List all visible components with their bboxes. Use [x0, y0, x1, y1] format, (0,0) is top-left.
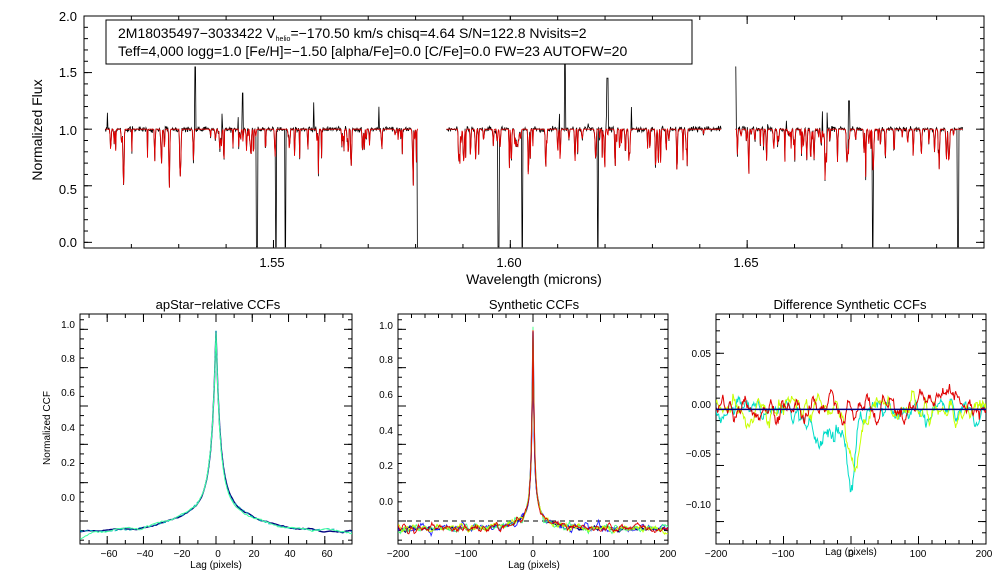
- apstar-ccf-title: apStar−relative CCFs: [156, 297, 281, 312]
- spectrum-ytick-label: 1.5: [59, 65, 77, 80]
- apstar-ytick-label: 1.0: [61, 320, 75, 331]
- ccf-line-diff-3: [716, 384, 986, 426]
- apstar-ccf-lines: [80, 330, 352, 540]
- spectrum-frame: [83, 15, 985, 249]
- difference-xtick-label: 0: [848, 549, 854, 560]
- synthetic-xtick-label: −200: [387, 549, 410, 560]
- synthetic-ytick-label: 0.8: [379, 355, 393, 366]
- info-line-1: 2M18035497−3033422 Vhelio=−170.50 km/s c…: [118, 25, 587, 43]
- apstar-ytick-label: 0.2: [61, 458, 75, 469]
- apstar-xtick-label: 20: [248, 549, 260, 560]
- spectrum-xtick-label: 1.55: [259, 255, 284, 270]
- ccf-line-diff-1: [716, 395, 986, 493]
- difference-ccf-title: Difference Synthetic CCFs: [774, 297, 927, 312]
- synthetic-ccf-panel: Synthetic CCFs −200 −100 0 100 200 0.0 0…: [379, 297, 677, 571]
- apstar-xtick-label: −60: [101, 549, 118, 560]
- synthetic-spectrum-chip-2: [446, 127, 722, 175]
- synthetic-ccf-lines: [398, 326, 668, 538]
- synthetic-xtick-label: −100: [455, 549, 478, 560]
- synthetic-ytick-label: 0.6: [379, 390, 393, 401]
- spectrum-ytick-label: 2.0: [59, 9, 77, 24]
- difference-ytick-label: −0.10: [686, 500, 712, 511]
- synthetic-xlabel: Lag (pixels): [508, 560, 560, 571]
- spectrum-xlabel: Wavelength (microns): [466, 271, 602, 287]
- apstar-ytick-label: 0.8: [61, 354, 75, 365]
- observed-spectrum-chip-3: [735, 66, 964, 248]
- ccf-line-diff-2: [716, 390, 986, 473]
- ccf-series-group: [398, 326, 668, 538]
- difference-xlabel: Lag (pixels): [825, 547, 877, 558]
- spectrum-xtick-label: 1.65: [733, 255, 758, 270]
- ccf-line-combined: [80, 331, 352, 534]
- ccf-series-group: [716, 384, 986, 493]
- apstar-ccf-ticks: [80, 314, 352, 544]
- synthetic-xtick-label: 100: [593, 549, 610, 560]
- apstar-xtick-label: 60: [321, 549, 333, 560]
- synthetic-ytick-label: 0.0: [379, 497, 393, 508]
- info-line-2: Teff=4,000 logg=1.0 [Fe/H]=−1.50 [alpha/…: [118, 43, 627, 59]
- synthetic-ccf-title: Synthetic CCFs: [489, 297, 580, 312]
- spectrum-ytick-label: 0.0: [59, 235, 77, 250]
- apstar-ylabel: Normalized CCF: [42, 391, 53, 465]
- spectrum-ylabel: Normalized Flux: [29, 79, 45, 180]
- ccf-line-visit-2: [80, 332, 352, 540]
- apstar-xlabel: Lag (pixels): [190, 560, 242, 571]
- apstar-ytick-label: 0.4: [61, 423, 75, 434]
- difference-ytick-label: −0.05: [686, 449, 712, 460]
- difference-xtick-label: −200: [705, 549, 728, 560]
- difference-xtick-label: 200: [976, 549, 993, 560]
- ccf-series-group: [80, 330, 352, 540]
- difference-ccf-ticks: [715, 314, 987, 545]
- observed-spectrum-chip-2: [446, 51, 722, 248]
- spectrum-xtick-label: 1.60: [496, 255, 521, 270]
- apstar-xtick-label: −40: [137, 549, 154, 560]
- observed-spectrum-chip-1: [104, 66, 418, 248]
- difference-ytick-label: 0.05: [692, 349, 712, 360]
- spectrum-panel: 2M18035497−3033422 Vhelio=−170.50 km/s c…: [29, 9, 985, 287]
- spectrum-ytick-label: 0.5: [59, 182, 77, 197]
- apstar-xtick-label: 0: [215, 549, 221, 560]
- synthetic-ytick-label: 0.2: [379, 461, 393, 472]
- spectrum-series: [104, 51, 964, 248]
- apstar-ytick-label: 0.0: [61, 493, 75, 504]
- synthetic-ytick-label: 0.4: [379, 426, 393, 437]
- apstar-ccf-panel: apStar−relative CCFs −60 −40 −20 0 20 40…: [42, 297, 353, 571]
- synthetic-ccf-ticks: [397, 314, 669, 544]
- difference-xtick-label: −100: [772, 549, 795, 560]
- synthetic-xtick-label: 200: [660, 549, 677, 560]
- difference-ccf-panel: Difference Synthetic CCFs −200 −100 0 10…: [686, 297, 993, 560]
- synthetic-ytick-label: 1.0: [379, 321, 393, 332]
- apstar-xtick-label: 40: [284, 549, 296, 560]
- difference-ccf-frame: [715, 313, 987, 545]
- spectrum-lines: [104, 51, 964, 248]
- apstar-xtick-label: −20: [174, 549, 191, 560]
- difference-ccf-lines: [716, 384, 986, 493]
- difference-xtick-label: 100: [910, 549, 927, 560]
- ccf-line-visit-4: [398, 330, 668, 535]
- apstar-ytick-label: 0.6: [61, 388, 75, 399]
- synthetic-spectrum-chip-1: [105, 128, 418, 188]
- info-box: [105, 19, 693, 65]
- ccf-line-visit-1: [80, 330, 352, 533]
- difference-ytick-label: 0.00: [692, 400, 712, 411]
- spectrum-ytick-label: 1.0: [59, 123, 77, 138]
- synthetic-spectrum-chip-3: [735, 127, 963, 181]
- synthetic-xtick-label: 0: [530, 549, 536, 560]
